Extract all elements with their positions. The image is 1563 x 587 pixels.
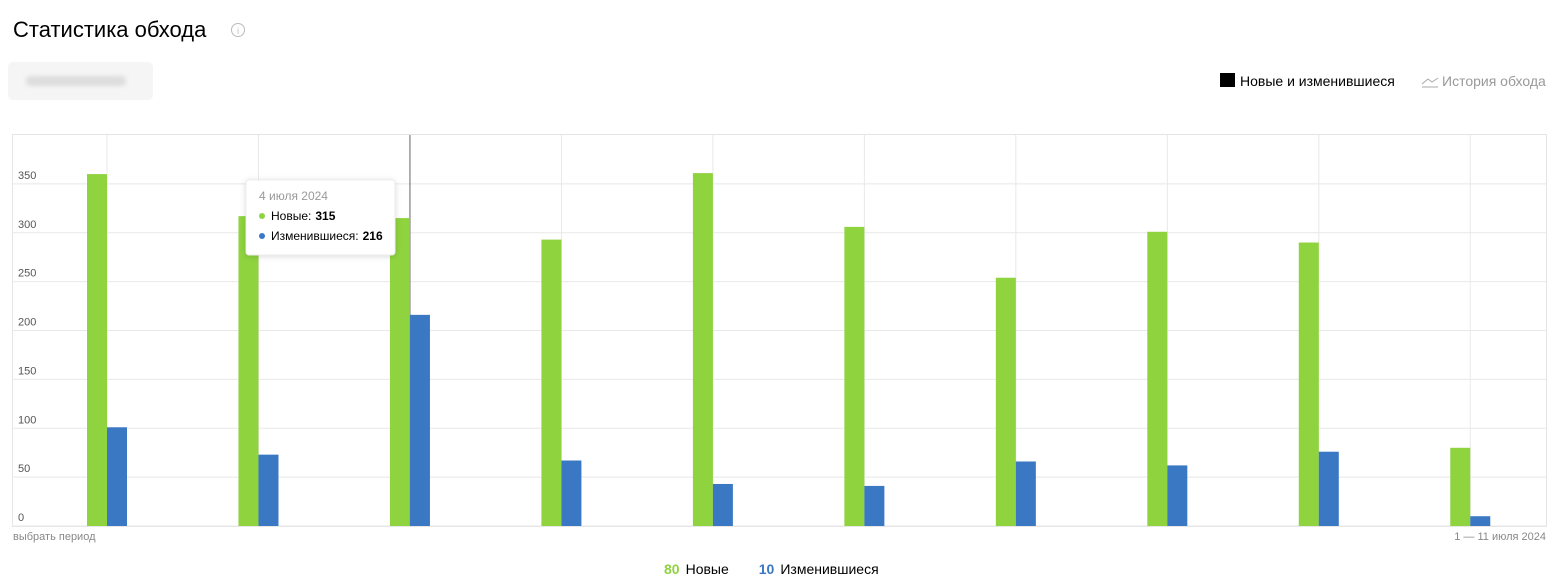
bar: [1470, 516, 1491, 526]
tooltip-value: 216: [363, 229, 383, 243]
bar: [1015, 461, 1036, 526]
bar: [692, 173, 713, 526]
y-tick-label: 100: [18, 414, 36, 426]
tooltip-box: [245, 179, 396, 256]
toggle-active[interactable]: Новые и изменившиеся: [1240, 73, 1395, 89]
y-tick-label: 0: [18, 512, 24, 524]
bar: [844, 226, 865, 526]
bar: [1167, 465, 1188, 526]
bar: [995, 277, 1016, 526]
bar: [561, 460, 582, 526]
period: 1 — 11 июля 2024: [1454, 531, 1546, 543]
tooltip-date: 4 июля 2024: [259, 189, 328, 203]
bar: [712, 483, 733, 526]
period-link[interactable]: выбрать период: [13, 531, 96, 543]
info-icon-glyph: i: [237, 26, 239, 36]
tooltip-row: Новые: 315: [271, 209, 336, 223]
bar: [864, 485, 885, 526]
bar: [238, 216, 259, 526]
site-select-blur: [26, 76, 126, 86]
y-tick-label: 350: [18, 170, 36, 182]
bar: [1147, 231, 1168, 526]
bar: [389, 218, 410, 526]
tooltip-label: Новые:: [271, 209, 311, 223]
tooltip-dot: [259, 233, 265, 239]
tooltip-value: 315: [315, 209, 335, 223]
y-tick-label: 250: [18, 268, 36, 280]
tooltip-row: Изменившиеся: 216: [271, 229, 383, 243]
legend-entry[interactable]: Новые: [686, 561, 729, 577]
legend-value: 80: [664, 561, 680, 577]
tooltip-dot: [259, 213, 265, 219]
y-tick-label: 50: [18, 463, 30, 475]
bars-icon: [1220, 73, 1235, 87]
legend-value: 10: [759, 561, 775, 577]
tooltip: 4 июля 2024 Новые: 315 Изменившиеся: 216: [245, 179, 396, 256]
bar: [409, 314, 430, 526]
line-icon: [1421, 77, 1439, 88]
info-icon[interactable]: [231, 23, 245, 37]
bar: [1298, 242, 1319, 526]
tooltip-label: Изменившиеся:: [271, 229, 359, 243]
bar: [541, 239, 562, 526]
title: Статистика обхода: [13, 17, 207, 42]
y-tick-label: 300: [18, 219, 36, 231]
y-tick-label: 150: [18, 365, 36, 377]
y-tick-label: 200: [18, 317, 36, 329]
bar: [107, 427, 127, 526]
toggle[interactable]: История обхода: [1442, 73, 1546, 89]
bar: [1450, 447, 1471, 526]
bar: [1318, 451, 1339, 526]
bar: [258, 454, 279, 526]
legend-entry[interactable]: Изменившиеся: [780, 561, 878, 577]
bar: [87, 174, 107, 526]
